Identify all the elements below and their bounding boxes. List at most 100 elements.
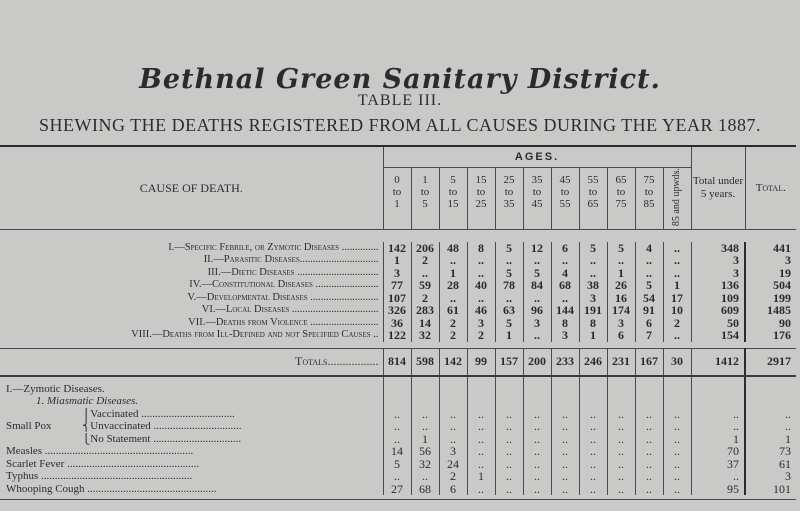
empty-cell	[410, 395, 439, 408]
age-group-header: 85 and upwds.	[662, 167, 692, 230]
value-cell: ..	[606, 445, 635, 458]
value-cell: 14	[410, 316, 439, 330]
value-cell: 2	[410, 291, 439, 305]
bottom-rule	[0, 495, 797, 501]
value-cell: ..	[744, 407, 797, 421]
value-cell: 78	[494, 279, 523, 292]
value-cell: ..	[606, 254, 635, 267]
value-cell: ..	[578, 266, 607, 280]
empty-cell	[634, 375, 663, 396]
value-cell: ..	[690, 407, 746, 421]
value-cell: 5	[494, 241, 523, 255]
value-cell: 2	[438, 470, 467, 483]
value-cell: ..	[522, 407, 551, 421]
value-cell: ..	[466, 445, 495, 458]
table-label: TABLE III.	[357, 92, 443, 109]
value-cell: ..	[410, 470, 439, 483]
value-cell: ..	[466, 291, 495, 305]
value-cell: ..	[466, 457, 495, 471]
value-cell: 5	[522, 266, 551, 280]
value-cell: ..	[550, 470, 579, 483]
cause-label: Totals.................	[0, 347, 383, 377]
value-cell: 2	[466, 329, 495, 342]
value-cell: 26	[606, 279, 635, 292]
value-cell: 8	[550, 316, 579, 330]
value-cell: ..	[606, 482, 635, 496]
value-cell: 157	[494, 347, 523, 377]
total-header: Total.	[744, 144, 797, 230]
age-group-header: 45 to 55	[550, 167, 579, 230]
value-cell: 3	[438, 445, 467, 458]
value-cell: 1	[466, 470, 495, 483]
value-cell: 2917	[744, 347, 797, 377]
cause-label: Whooping Cough .........................…	[6, 482, 217, 495]
table-row: Measles ................................…	[0, 445, 797, 458]
value-cell: ..	[522, 445, 551, 458]
cause-label: IV.—Constitutional Diseases ............…	[189, 279, 379, 291]
value-cell: 61	[744, 457, 797, 471]
value-cell: 63	[494, 304, 523, 317]
value-cell: 59	[410, 279, 439, 292]
value-cell: 27	[382, 482, 411, 496]
value-cell: 441	[744, 241, 797, 255]
value-cell: 142	[382, 241, 411, 255]
value-cell: 70	[690, 445, 746, 458]
empty-cell	[690, 395, 746, 408]
value-cell: ..	[466, 254, 495, 267]
value-cell: 1	[438, 266, 467, 280]
value-cell: ..	[522, 482, 551, 496]
value-cell: ..	[662, 457, 692, 471]
deaths-table: CAUSE OF DEATH. AGES. Total under 5 year…	[0, 144, 797, 501]
value-cell: ..	[578, 445, 607, 458]
table-row: VIII.—Deaths from Ill-Defined and not Sp…	[0, 329, 797, 342]
age-group-header: 25 to 35	[494, 167, 523, 230]
table-row: ⎧Vaccinated ............................…	[0, 407, 797, 421]
value-cell: ..	[634, 407, 663, 421]
cause-label: ⎩No Statement ..........................…	[82, 432, 242, 445]
value-cell: 136	[690, 279, 746, 292]
value-cell: 206	[410, 241, 439, 255]
value-cell: 609	[690, 304, 746, 317]
value-cell: 504	[744, 279, 797, 292]
value-cell: 174	[606, 304, 635, 317]
empty-cell	[410, 375, 439, 396]
value-cell: ..	[494, 254, 523, 267]
value-cell: ..	[522, 291, 551, 305]
value-cell: 2	[438, 316, 467, 330]
value-cell: ..	[578, 457, 607, 471]
empty-cell	[522, 375, 551, 396]
value-cell: 3	[690, 266, 746, 280]
value-cell: 5	[606, 241, 635, 255]
value-cell: 91	[634, 304, 663, 317]
value-cell: 1	[744, 432, 797, 446]
table-row: I.—Specific Febrile, or Zymotic Diseases…	[0, 241, 797, 255]
value-cell: ..	[522, 329, 551, 342]
value-cell: ..	[634, 266, 663, 280]
under5-header: Total under 5 years.	[690, 144, 746, 230]
empty-cell	[744, 375, 797, 396]
value-cell: 32	[410, 457, 439, 471]
value-cell: 3	[578, 291, 607, 305]
age-group-label: 85 and upwds.	[670, 168, 682, 227]
value-cell: ..	[606, 470, 635, 483]
value-cell: 1	[578, 329, 607, 342]
value-cell: ..	[690, 470, 746, 483]
value-cell: 32	[410, 329, 439, 342]
value-cell: ..	[522, 420, 551, 433]
value-cell: ..	[606, 420, 635, 433]
value-cell: 176	[744, 329, 797, 342]
value-cell: 326	[382, 304, 411, 317]
value-cell: 99	[466, 347, 495, 377]
value-cell: 6	[606, 329, 635, 342]
section-heading-row: I.—Zymotic Diseases.	[0, 375, 797, 396]
value-cell: 56	[410, 445, 439, 458]
value-cell: ..	[494, 420, 523, 433]
value-cell: ..	[438, 254, 467, 267]
empty-cell	[438, 395, 467, 408]
cause-label: Measles ................................…	[6, 445, 194, 458]
value-cell: ..	[382, 470, 411, 483]
age-group-header: 55 to 65	[578, 167, 607, 230]
table-row: VI.—Local Diseases .....................…	[0, 304, 797, 317]
section-heading-row: 1. Miasmatic Diseases.	[0, 395, 797, 408]
value-cell: 30	[662, 347, 692, 377]
